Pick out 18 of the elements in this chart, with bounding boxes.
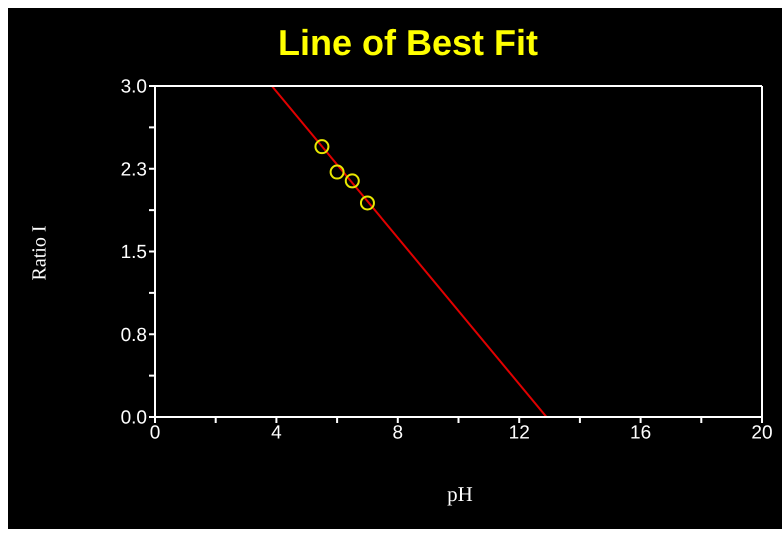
y-tick-label: 0.0 [120,408,147,429]
x-tick-label: 16 [630,422,652,444]
point [314,139,330,154]
x-tick-label: 12 [508,422,530,444]
y-tick-label: 1.5 [120,242,147,264]
y-axis-title: Ratio I [28,226,52,280]
x-tick-label: 20 [751,422,773,444]
x-tick-label: 0 [150,422,160,444]
x-tick-label: 4 [271,422,282,444]
chart-title: Line of Best Fit [277,22,539,64]
y-tick-label: 0.8 [120,324,147,346]
y-tick-label: 3.0 [120,76,147,98]
x-tick-label: 8 [392,422,404,444]
x-axis-title: pH [446,482,474,507]
point [344,173,360,188]
y-tick-label: 2.3 [120,159,147,180]
point [360,195,375,210]
point [330,164,345,180]
